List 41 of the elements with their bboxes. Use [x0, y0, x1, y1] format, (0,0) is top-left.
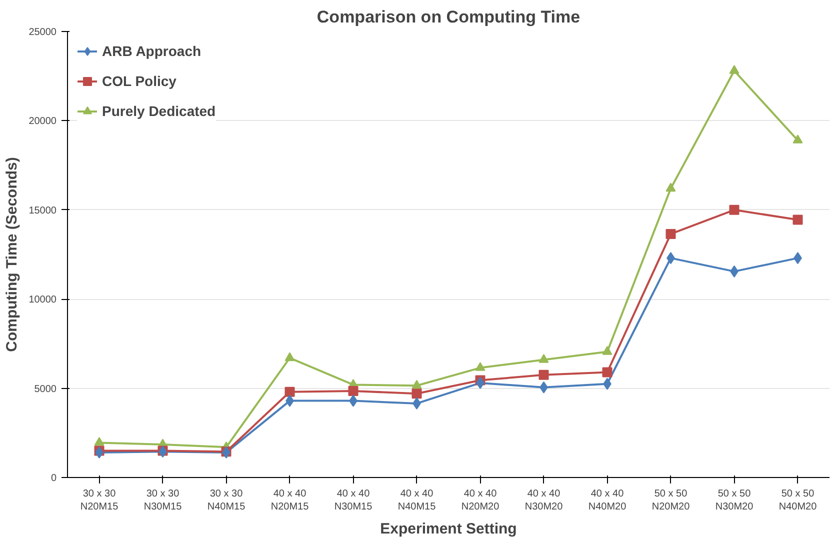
- chart-title: Comparison on Computing Time: [316, 8, 580, 26]
- legend-label: ARB Approach: [102, 43, 202, 59]
- x-axis-title: Experiment Setting: [380, 520, 517, 538]
- point: [284, 352, 295, 362]
- point: [792, 134, 803, 144]
- point: [475, 362, 486, 371]
- point: [538, 370, 549, 380]
- x-tick-label: 40 x 40 N40M15: [398, 488, 436, 513]
- point: [602, 367, 612, 378]
- x-tick-label: 50 x 50 N20M20: [652, 488, 690, 513]
- x-tick-label: 50 x 50 N40M20: [778, 488, 818, 513]
- point: [348, 386, 358, 396]
- y-tick-label: 0: [50, 473, 57, 484]
- y-tick-label: 10000: [28, 294, 57, 306]
- point: [412, 388, 422, 399]
- x-tick-label: 40 x 40 N30M15: [334, 488, 373, 513]
- point: [666, 182, 676, 192]
- point: [729, 65, 740, 74]
- x-tick-label: 30 x 30 N20M15: [80, 488, 119, 513]
- x-tick-label: 40 x 40 N20M15: [270, 488, 310, 513]
- legend-label: COL Policy: [102, 73, 176, 89]
- x-tick-label: 50 x 50 N30M20: [715, 488, 754, 513]
- x-tick-label: 40 x 40 N20M20: [461, 488, 500, 513]
- point: [729, 204, 740, 215]
- y-tick-label: 20000: [28, 116, 57, 128]
- y-tick-label: 5000: [34, 384, 57, 395]
- x-tick-label: 30 x 30 N30M15: [144, 488, 182, 513]
- point: [94, 437, 104, 446]
- x-tick-label: 40 x 40 N30M20: [524, 488, 564, 513]
- point: [412, 380, 422, 389]
- point: [284, 386, 295, 397]
- point: [792, 214, 803, 225]
- y-tick-label: 25000: [28, 27, 57, 38]
- y-tick-label: 15000: [28, 205, 57, 216]
- legend-label: Purely Dedicated: [102, 103, 216, 119]
- point: [666, 228, 676, 239]
- x-tick-label: 30 x 30 N40M15: [207, 488, 246, 513]
- point: [602, 346, 612, 355]
- point: [538, 354, 549, 363]
- x-tick-label: 40 x 40 N40M20: [588, 488, 627, 513]
- y-axis-title: Computing Time (Seconds): [4, 157, 21, 352]
